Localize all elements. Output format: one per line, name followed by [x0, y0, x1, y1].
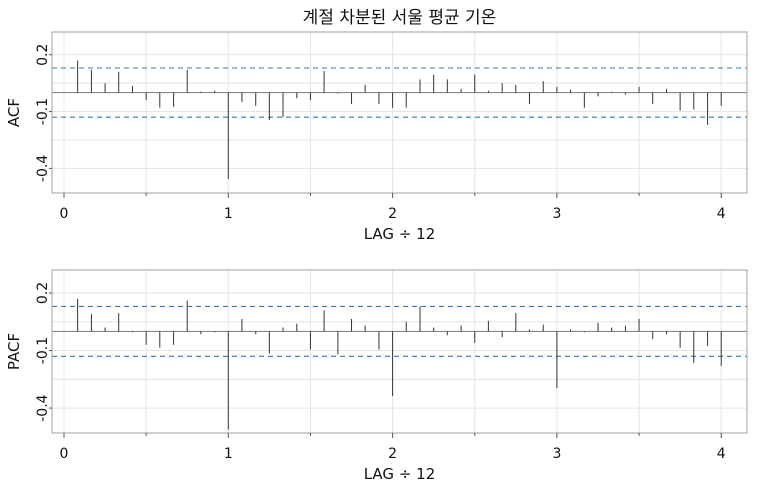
acf-x-tick-label-4: 4 [717, 206, 726, 222]
pacf-x-tick-label-1: 1 [224, 446, 233, 462]
pacf-x-tick-label-3: 3 [552, 446, 561, 462]
acf-x-tick-label-3: 3 [552, 206, 561, 222]
acf-x-tick-label-2: 2 [388, 206, 397, 222]
acf-y-tick-label-0: 0.2 [35, 44, 51, 66]
acf-y-tick-label-2: -0.4 [35, 155, 51, 182]
pacf-y-tick-label-1: -0.1 [35, 337, 51, 364]
pacf-x-tick-label-4: 4 [717, 446, 726, 462]
acf-x-tick-label-1: 1 [224, 206, 233, 222]
pacf-y-tick-label-0: 0.2 [35, 282, 51, 304]
pacf-y-tick-label-2: -0.4 [35, 394, 51, 421]
acf-x-tick-label-0: 0 [60, 206, 69, 222]
acf-x-axis-label: LAG ÷ 12 [364, 225, 436, 243]
chart-title: 계절 차분된 서울 평균 기온 [303, 8, 497, 28]
pacf-x-tick-label-0: 0 [60, 446, 69, 462]
acf-y-tick-label-1: -0.1 [35, 98, 51, 125]
acf-y-axis-label: ACF [5, 98, 23, 127]
acf-plot-frame [51, 31, 748, 194]
pacf-plot-frame [51, 269, 748, 434]
pacf-y-axis-label: PACF [5, 333, 23, 370]
pacf-x-axis-label: LAG ÷ 12 [364, 465, 436, 483]
pacf-x-tick-label-2: 2 [388, 446, 397, 462]
